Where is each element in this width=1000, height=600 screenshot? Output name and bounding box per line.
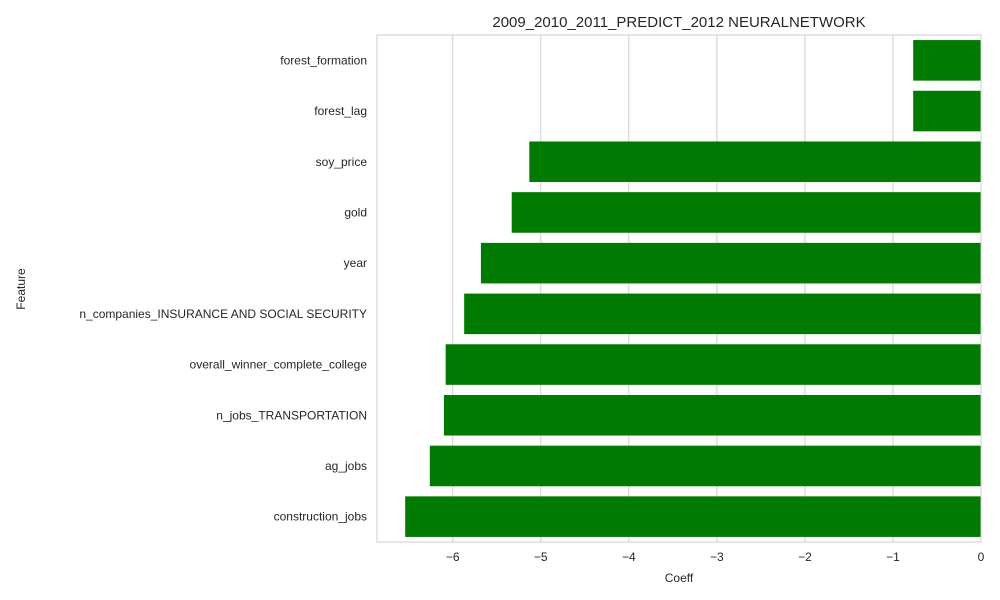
y-tick-label: year (344, 256, 367, 270)
bar-forest-lag (913, 90, 981, 132)
y-tick-label: construction_jobs (274, 510, 367, 524)
x-tick-label: −4 (622, 550, 636, 564)
x-tick-label: −3 (710, 550, 724, 564)
x-tick-label: −1 (886, 550, 900, 564)
y-tick-label: forest_lag (314, 104, 367, 118)
bar-ag-jobs (429, 445, 981, 487)
x-tick-label: −2 (798, 550, 812, 564)
y-tick-label: n_jobs_TRANSPORTATION (216, 408, 367, 422)
x-tick-label: −5 (534, 550, 548, 564)
y-tick-label: soy_price (316, 155, 368, 169)
x-tick-label: 0 (978, 550, 985, 564)
y-tick-label: overall_winner_complete_college (190, 358, 368, 372)
y-axis-label: Feature (14, 268, 28, 310)
bar-construction-jobs (405, 496, 981, 537)
x-axis-label: Coeff (665, 571, 694, 585)
chart-title: 2009_2010_2011_PREDICT_2012 NEURALNETWOR… (492, 14, 865, 31)
y-tick-label: forest_formation (280, 53, 367, 67)
bar-n-jobs-transportation (443, 394, 981, 436)
y-tick-label: n_companies_INSURANCE AND SOCIAL SECURIT… (79, 307, 367, 321)
x-tick-labels: −6 −5 −4 −3 −2 −1 0 (446, 550, 985, 564)
bar-year (480, 242, 981, 284)
bar-n-companies-insurance-and-social-security (464, 293, 982, 335)
bars (405, 40, 982, 537)
bar-gold (511, 192, 981, 233)
bar-forest-formation (913, 40, 981, 81)
bar-overall-winner-complete-college (445, 344, 981, 385)
x-tick-label: −6 (446, 550, 460, 564)
y-tick-label: gold (344, 205, 367, 219)
plot-frame (376, 34, 982, 543)
bar-soy-price (529, 141, 981, 183)
y-tick-label: ag_jobs (325, 459, 367, 473)
